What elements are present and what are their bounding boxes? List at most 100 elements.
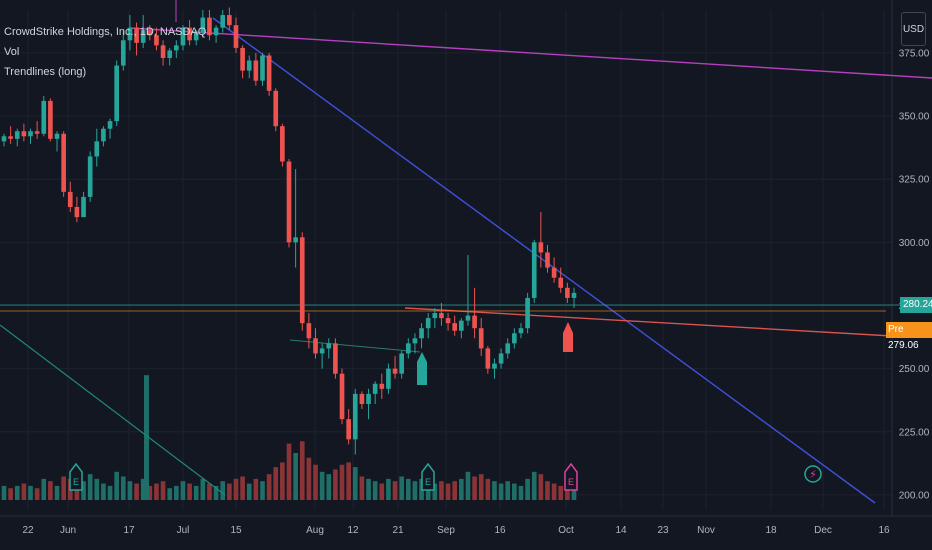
candle-body xyxy=(571,292,577,298)
candle-body xyxy=(465,315,471,321)
volume-bar xyxy=(207,483,212,500)
candle-body xyxy=(432,313,438,319)
candle-body xyxy=(1,136,7,142)
volume-bar xyxy=(260,481,265,500)
volume-bar xyxy=(154,483,159,500)
volume-bar xyxy=(326,474,332,500)
volume-bar xyxy=(81,481,86,500)
candle-body xyxy=(187,27,192,41)
candle-body xyxy=(174,45,179,51)
indicator-vol[interactable]: Vol xyxy=(4,46,20,58)
indicator-trendlines[interactable]: Trendlines (long) xyxy=(4,66,87,78)
candle-body xyxy=(538,242,544,253)
volume-bar xyxy=(74,483,80,500)
candle-body xyxy=(313,338,318,354)
candle-body xyxy=(220,15,226,28)
x-tick-label: Dec xyxy=(814,525,832,536)
candle-body xyxy=(352,393,358,440)
volume-bar xyxy=(213,485,219,500)
candle-body xyxy=(299,237,305,324)
candle-body xyxy=(386,368,391,389)
volume-bar xyxy=(94,478,100,500)
volume-bar xyxy=(333,469,338,500)
volume-bar xyxy=(41,478,47,500)
candle-body xyxy=(306,323,312,339)
volume-bar xyxy=(359,476,365,500)
candle-body xyxy=(326,343,332,349)
candle-body xyxy=(531,242,537,298)
candle-body xyxy=(127,27,133,41)
candle-body xyxy=(227,15,232,26)
candle-body xyxy=(439,313,444,319)
candle-body xyxy=(425,318,431,329)
candle-body xyxy=(452,323,458,331)
volume-bar xyxy=(432,483,438,500)
candle-body xyxy=(339,373,345,420)
x-tick-label: 21 xyxy=(392,525,404,536)
volume-bar xyxy=(233,478,239,500)
volume-bar xyxy=(498,483,504,500)
candle-body xyxy=(472,315,477,329)
earnings-label: E xyxy=(568,477,574,487)
candle-body xyxy=(154,35,159,46)
volume-bar xyxy=(531,471,537,500)
volume-bar xyxy=(21,483,27,500)
volume-bar xyxy=(492,481,497,500)
y-tick-label: 325.00 xyxy=(899,175,930,186)
volume-bar xyxy=(465,471,471,500)
candle-body xyxy=(213,27,219,36)
x-tick-label: 16 xyxy=(878,525,890,536)
candle-body xyxy=(253,60,259,81)
candle-body xyxy=(160,45,166,58)
candle-body xyxy=(74,206,80,218)
candle-body xyxy=(180,27,186,46)
candle-body xyxy=(140,30,146,43)
x-tick-label: 18 xyxy=(765,525,777,536)
candle-body xyxy=(107,121,113,129)
symbol-title[interactable]: CrowdStrike Holdings, Inc., 1D, NASDAQ xyxy=(4,26,207,38)
x-tick-label: 23 xyxy=(657,525,669,536)
volume-bar xyxy=(246,483,252,500)
x-tick-label: Sep xyxy=(437,525,455,536)
volume-bar xyxy=(571,485,577,500)
volume-bar xyxy=(386,478,391,500)
candle-body xyxy=(379,383,385,389)
volume-bar xyxy=(273,467,279,500)
candle-body xyxy=(266,55,272,91)
volume-bar xyxy=(352,467,358,500)
volume-bar xyxy=(147,485,153,500)
x-tick-label: 12 xyxy=(347,525,359,536)
candle-body xyxy=(392,368,398,374)
candle-body xyxy=(246,60,252,71)
candle-body xyxy=(551,267,557,278)
volume-bar xyxy=(187,483,192,500)
candle-body xyxy=(48,100,53,139)
volume-bar xyxy=(372,481,378,500)
candle-body xyxy=(372,383,378,394)
volume-bar xyxy=(472,476,477,500)
x-tick-label: Nov xyxy=(697,525,715,536)
volume-bar xyxy=(134,483,139,500)
volume-bar xyxy=(319,471,325,500)
candle-body xyxy=(366,393,371,404)
volume-bar xyxy=(313,464,318,500)
candle-body xyxy=(28,131,33,137)
volume-bar xyxy=(565,483,570,500)
candle-body xyxy=(260,55,265,81)
candle-body xyxy=(525,297,530,329)
candle-body xyxy=(545,252,550,268)
pre-market-price: 279.06 xyxy=(888,340,919,351)
volume-bar xyxy=(14,485,20,500)
volume-bar xyxy=(551,483,557,500)
volume-bar xyxy=(538,474,544,500)
volume-bar xyxy=(306,457,312,500)
volume-bar xyxy=(227,483,232,500)
candle-body xyxy=(273,90,279,127)
volume-bar xyxy=(253,478,259,500)
currency-button[interactable]: USD xyxy=(901,12,926,46)
x-tick-label: Jun xyxy=(60,525,76,536)
volume-bar xyxy=(452,481,458,500)
short-signal-arrow xyxy=(563,322,573,352)
candle-body xyxy=(41,100,47,134)
